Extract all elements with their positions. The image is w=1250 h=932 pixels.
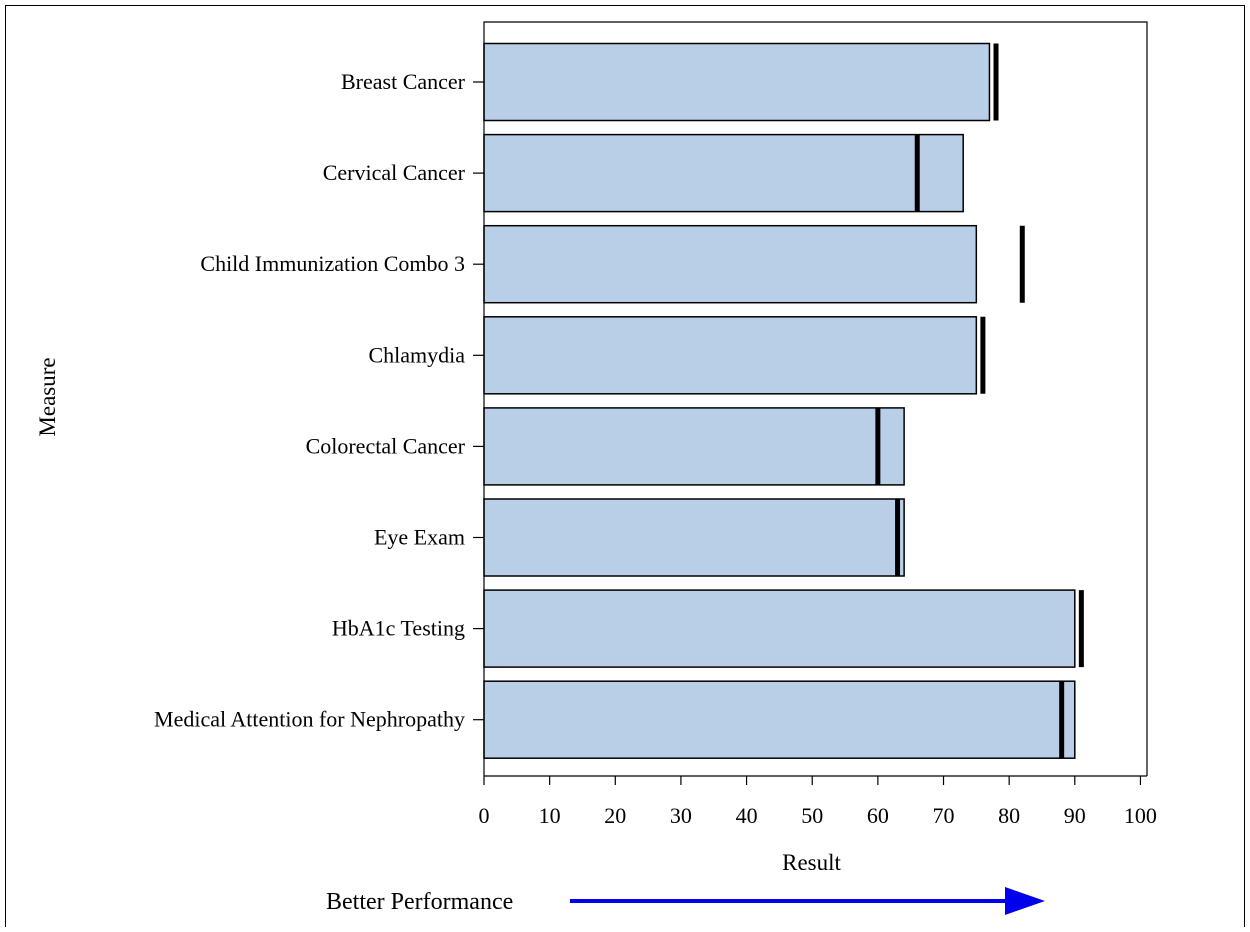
x-tick-label-90: 90 [1064, 803, 1086, 828]
x-tick-label-80: 80 [998, 803, 1020, 828]
bar-cervical-cancer [483, 133, 964, 213]
bar-medical-attention-for-nephropathy [483, 680, 1076, 759]
x-tick-label-60: 60 [867, 803, 889, 828]
bar-colorectal-cancer [483, 407, 905, 486]
chart-frame [5, 5, 1245, 927]
x-tick-label-50: 50 [801, 803, 823, 828]
y-tick-label-medical-attention-for-nephropathy: Medical Attention for Nephropathy [154, 707, 465, 732]
y-tick-label-chlamydia: Chlamydia [368, 342, 465, 367]
x-tick-label-10: 10 [539, 803, 561, 828]
y-tick-label-breast-cancer: Breast Cancer [341, 69, 466, 94]
y-tick-label-eye-exam: Eye Exam [374, 525, 465, 550]
bars-layer [483, 42, 1076, 759]
y-tick-label-child-immunization-combo-3: Child Immunization Combo 3 [200, 251, 465, 276]
x-tick-label-70: 70 [933, 803, 955, 828]
x-tick-label-20: 20 [604, 803, 626, 828]
plot-border [483, 21, 1148, 776]
y-tick-label-hba1c-testing: HbA1c Testing [332, 616, 465, 641]
x-tick-label-100: 100 [1124, 803, 1157, 828]
x-tick-label-30: 30 [670, 803, 692, 828]
x-axis-title: Result [782, 850, 841, 875]
benchmarks-layer [875, 43, 1084, 759]
y-tick-label-colorectal-cancer: Colorectal Cancer [306, 433, 466, 458]
labels-layer: 0 10 20 30 40 50 60 70 80 90 100 Breast Cancer Cervi… [35, 69, 1157, 915]
bar-chlamydia [483, 316, 978, 395]
axes-layer [473, 21, 1148, 915]
y-axis-title: Measure [35, 357, 60, 436]
x-tick-label-40: 40 [736, 803, 758, 828]
bar-breast-cancer [483, 42, 991, 122]
bar-child-immunization-combo-3 [483, 224, 978, 304]
better-performance-label: Better Performance [326, 889, 513, 915]
bar-eye-exam [483, 498, 905, 577]
x-tick-label-0: 0 [479, 803, 490, 828]
better-performance-arrow-head [1005, 887, 1045, 915]
bar-hba1c-testing [483, 589, 1076, 668]
y-tick-label-cervical-cancer: Cervical Cancer [323, 160, 466, 185]
